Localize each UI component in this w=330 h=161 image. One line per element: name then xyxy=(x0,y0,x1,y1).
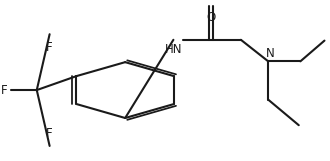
Text: F: F xyxy=(46,127,53,140)
Text: F: F xyxy=(46,41,53,54)
Text: O: O xyxy=(206,11,215,24)
Text: F: F xyxy=(1,84,7,97)
Text: N: N xyxy=(265,47,274,60)
Text: HN: HN xyxy=(165,43,182,56)
